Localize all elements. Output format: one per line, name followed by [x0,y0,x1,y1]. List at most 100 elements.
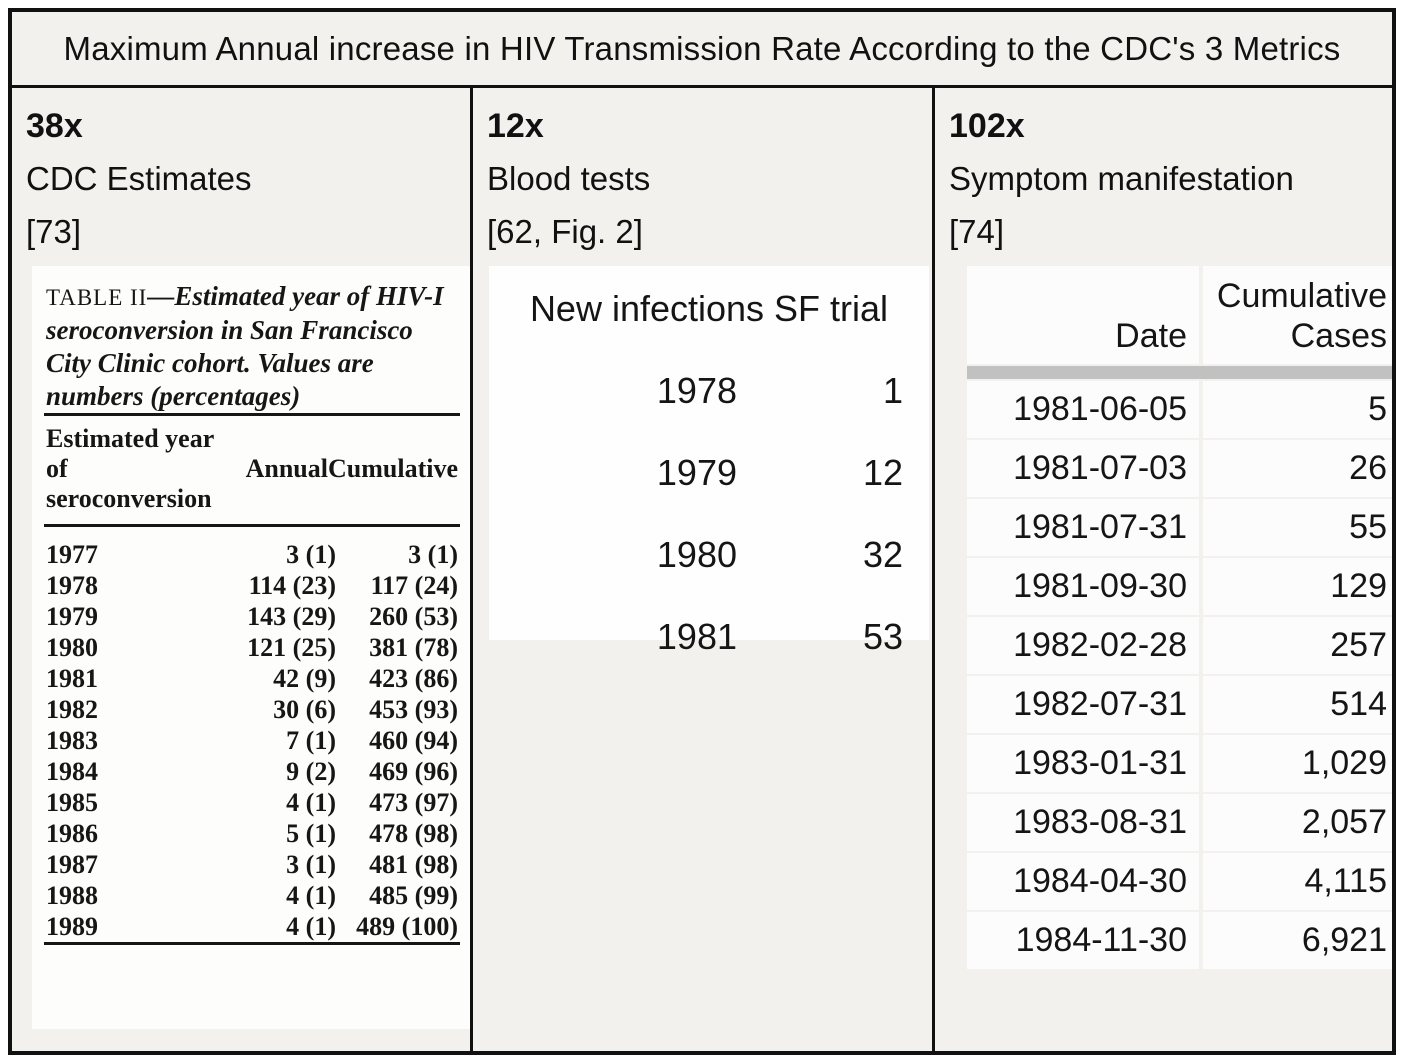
cumulative-cell: 3 (1) [408,540,458,569]
value-cell: 53 [862,616,903,657]
table-row: 1988 4 (1) 485 (99) [46,880,458,911]
cumulative-cell: 473 (97) [369,788,458,817]
year-cell: 1977 [46,540,98,569]
panel-blood-tests: 12x Blood tests [62, Fig. 2] New infecti… [473,88,935,1051]
table-row: 1981 53 [489,616,929,658]
value-cell: 55 [1203,499,1392,556]
table-body: 1977 3 (1) 3 (1) 1978 114 (23) 117 (24) 1979… [46,527,458,942]
year-cell: 1978 [656,370,737,411]
table-row: 1978 114 (23) 117 (24) [46,570,458,601]
year-cell: 1988 [46,881,98,910]
figure-frame: Maximum Annual increase in HIV Transmiss… [8,8,1396,1055]
year-cell: 1983 [46,726,98,755]
date-cell: 1983-01-31 [967,735,1199,792]
cumulative-cell: 117 (24) [370,571,458,600]
cumulative-cell: 489 (100) [356,912,458,941]
value-cell: 26 [1203,440,1392,497]
table-row: 1989 4 (1) 489 (100) [46,911,458,942]
column-header: Annual [245,454,328,483]
annual-cell: 114 (23) [248,571,336,600]
table-row: 1983 7 (1) 460 (94) [46,725,458,756]
table-row: 1980 121 (25) 381 (78) [46,632,458,663]
date-cell: 1981-07-03 [967,440,1199,497]
table-row: 1980 32 [489,534,929,576]
blood-tests-table: New infections SF trial 1978 1 1979 12 198… [489,266,929,657]
year-cell: 1989 [46,912,98,941]
table-row: 1978 1 [489,370,929,412]
table-row: 1985 4 (1) 473 (97) [46,787,458,818]
table-row: 1982 30 (6) 453 (93) [46,694,458,725]
cumulative-cell: 478 (98) [369,819,458,848]
table-caption-text: —Estimated year of HIV-I seroconversion … [46,281,444,411]
value-cell: 514 [1203,676,1392,733]
annual-cell: 121 (25) [247,633,336,662]
year-cell: 1979 [46,602,98,631]
cumulative-cell: 260 (53) [369,602,458,631]
date-cell: 1981-09-30 [967,558,1199,615]
horizontal-rule [44,942,460,945]
value-cell: 1,029 [1203,735,1392,792]
year-cell: 1985 [46,788,98,817]
value-cell: 1 [882,370,903,411]
value-cell: 6,921 [1203,912,1392,969]
table-row: 1981 42 (9) 423 (86) [46,663,458,694]
annual-cell: 9 (2) [286,757,336,786]
annual-cell: 143 (29) [247,602,336,631]
metric-label: Blood tests [487,160,651,197]
year-cell: 1984 [46,757,98,786]
value-cell: 12 [862,452,903,493]
citation-label: [62, Fig. 2] [487,213,643,250]
panel-cdc-estimates: 38x CDC Estimates [73] TABLE II—Estimate… [12,88,473,1051]
citation-label: [74] [949,213,1005,250]
annual-cell: 5 (1) [286,819,336,848]
figure-title-bar: Maximum Annual increase in HIV Transmiss… [12,12,1392,88]
cumulative-cell: 423 (86) [369,664,458,693]
cumulative-cell: 460 (94) [369,726,458,755]
table-row: 1979 143 (29) 260 (53) [46,601,458,632]
table-row: 1984 9 (2) 469 (96) [46,756,458,787]
citation-label: [73] [26,213,82,250]
value-cell: 129 [1203,558,1392,615]
value-cell: 5 [1203,381,1392,438]
year-cell: 1987 [46,850,98,879]
cumulative-cell: 485 (99) [369,881,458,910]
year-cell: 1979 [656,452,737,493]
date-cell: 1984-11-30 [967,912,1199,969]
value-cell: 2,057 [1203,794,1392,851]
cumulative-cell: 453 (93) [369,695,458,724]
annual-cell: 4 (1) [286,881,336,910]
header-separator-bar [967,366,1392,379]
table-row: 1986 5 (1) 478 (98) [46,818,458,849]
figure-title: Maximum Annual increase in HIV Transmiss… [63,29,1341,67]
value-cell: 257 [1203,617,1392,674]
cumulative-cell: 381 (78) [369,633,458,662]
annual-cell: 42 (9) [273,664,336,693]
table-caption-label: TABLE II [46,285,148,310]
table-row: 1977 3 (1) 3 (1) [46,539,458,570]
year-cell: 1981 [46,664,98,693]
multiplier-value: 102x [949,107,1025,145]
date-cell: 1981-06-05 [967,381,1199,438]
cumulative-cell: 469 (96) [369,757,458,786]
horizontal-rule [44,413,460,416]
table-row: 1987 3 (1) 481 (98) [46,849,458,880]
year-cell: 1986 [46,819,98,848]
date-cell: 1983-08-31 [967,794,1199,851]
annual-cell: 4 (1) [286,912,336,941]
value-cell: 32 [862,534,903,575]
column-header: Cumulative Cases [1203,266,1392,364]
table-header-row: Estimated year of seroconversion Annual … [46,416,458,524]
date-cell: 1984-04-30 [967,853,1199,910]
annual-cell: 4 (1) [286,788,336,817]
multiplier-value: 12x [487,107,544,145]
symptom-table: Date Cumulative Cases 1981-06-05 5 1981-… [967,266,1392,969]
date-cell: 1982-07-31 [967,676,1199,733]
cumulative-cell: 481 (98) [369,850,458,879]
table-title: New infections SF trial [529,288,889,329]
table-caption: TABLE II—Estimated year of HIV-I serocon… [46,280,458,413]
column-header: Cumulative [328,454,458,483]
year-cell: 1978 [46,571,98,600]
annual-cell: 3 (1) [286,850,336,879]
annual-cell: 7 (1) [286,726,336,755]
column-header: Date [967,266,1199,364]
